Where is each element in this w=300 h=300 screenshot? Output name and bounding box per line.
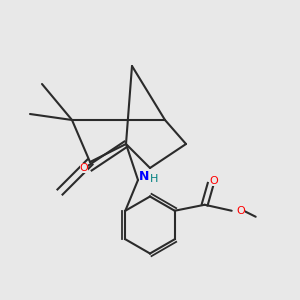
Text: O: O bbox=[209, 176, 218, 186]
Text: H: H bbox=[150, 173, 159, 184]
Text: O: O bbox=[80, 163, 88, 173]
Text: N: N bbox=[139, 170, 149, 184]
Text: O: O bbox=[236, 206, 245, 216]
